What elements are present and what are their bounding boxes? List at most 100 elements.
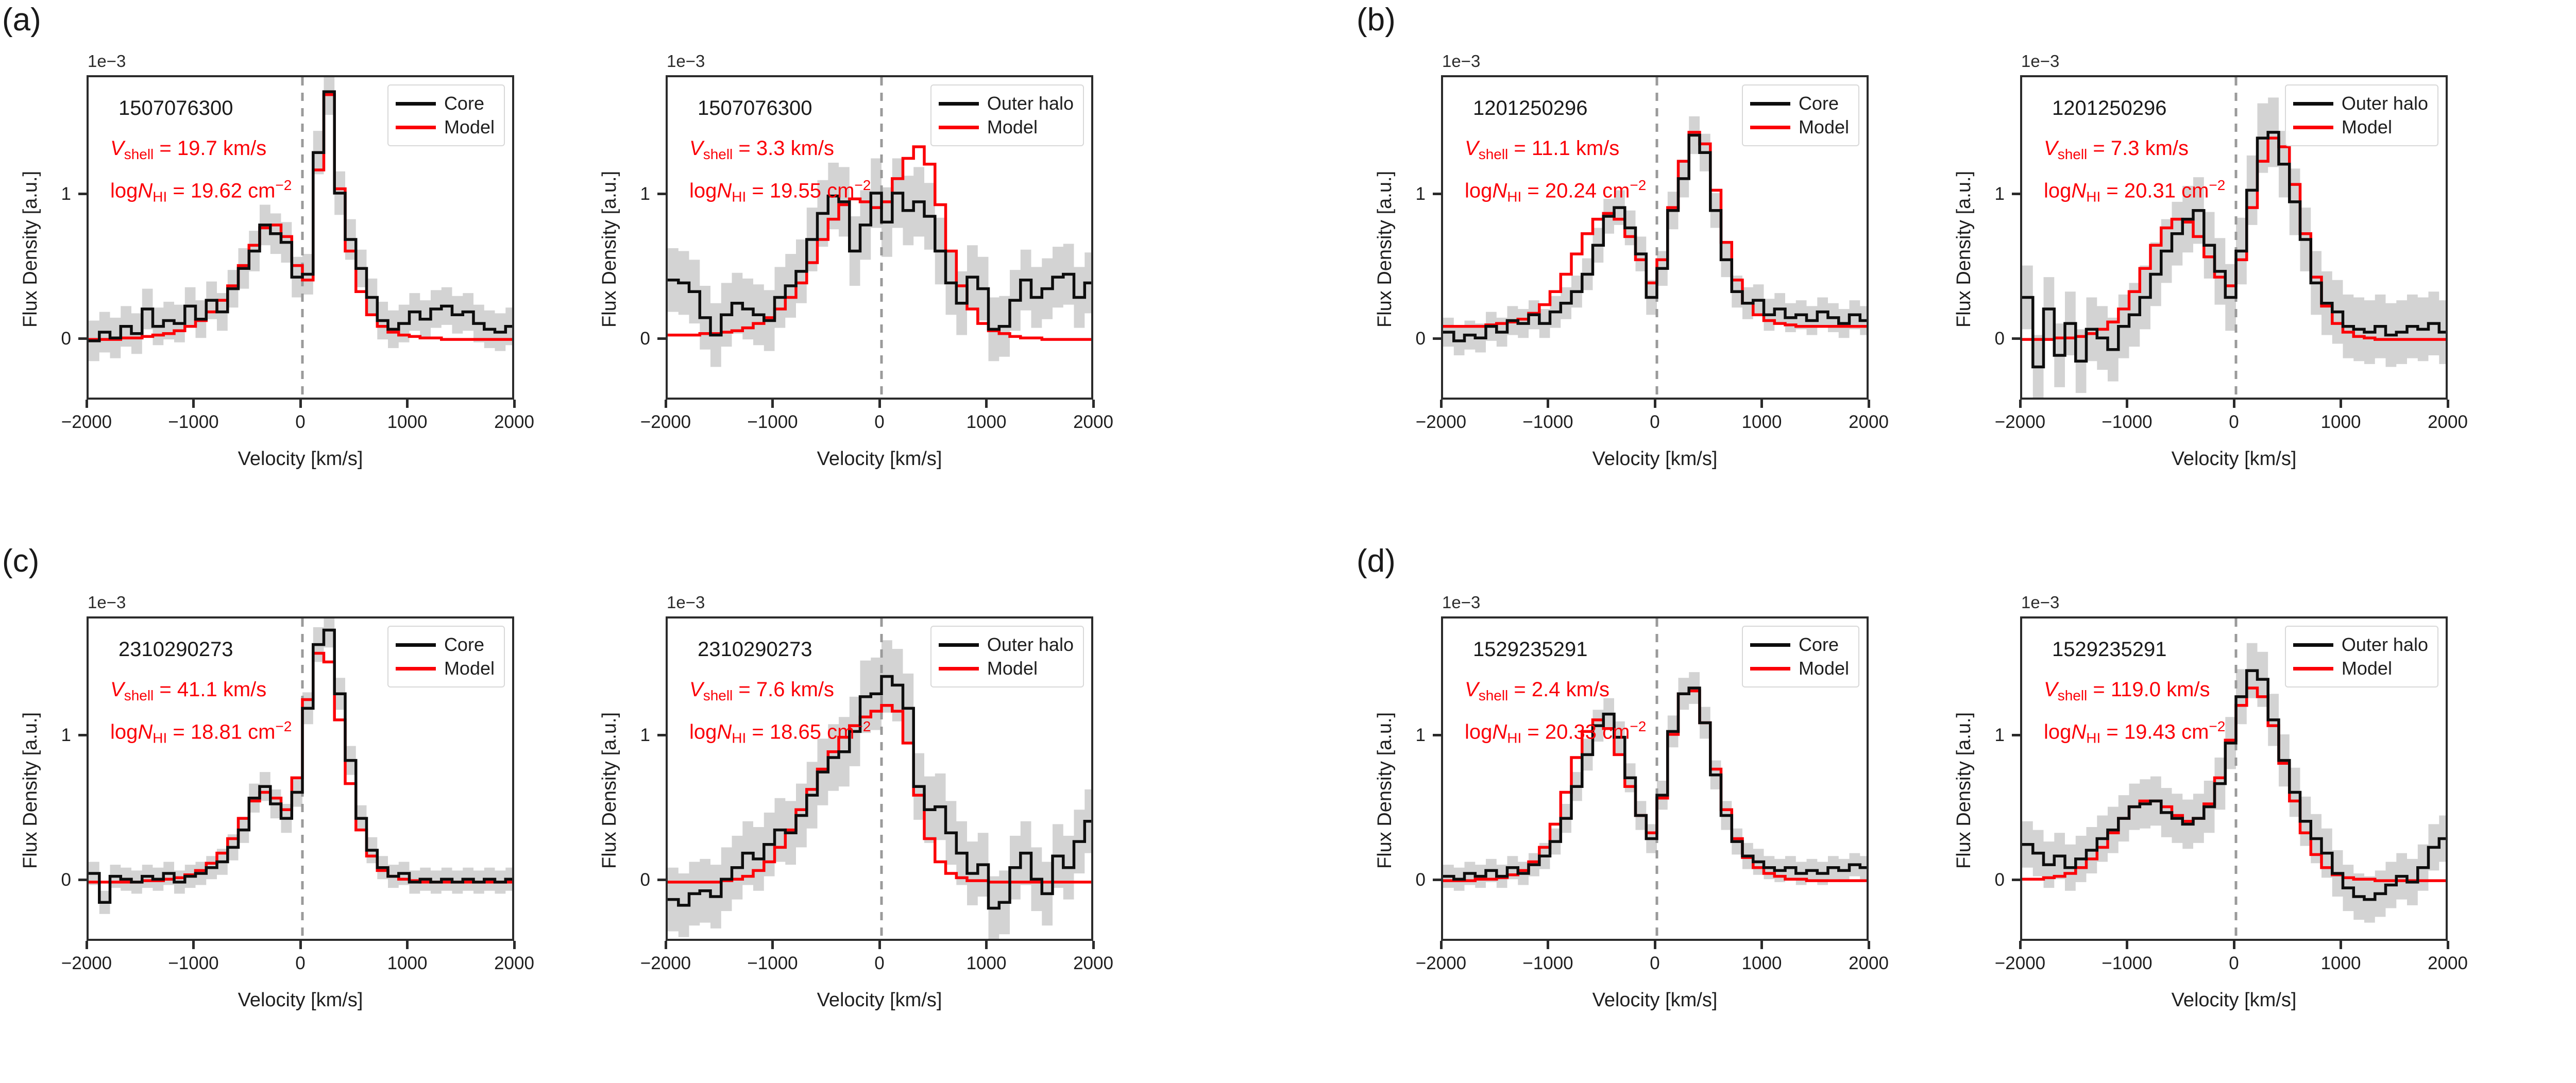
- y-tick-mark: [1433, 337, 1441, 340]
- legend-item-data[interactable]: Outer halo: [938, 633, 1074, 657]
- x-tick-mark: [985, 400, 988, 408]
- y-tick-label: 0: [61, 328, 71, 349]
- x-tick-mark: [985, 941, 988, 949]
- legend-item-model[interactable]: Model: [938, 657, 1074, 680]
- legend-item-model[interactable]: Model: [1750, 115, 1849, 139]
- legend-label: Core: [444, 634, 484, 655]
- annotation-log-nhi: logNHI = 20.33 cm−2: [1465, 718, 1647, 746]
- legend-item-model[interactable]: Model: [395, 115, 495, 139]
- error-band: [2022, 643, 2446, 923]
- x-tick-mark: [406, 941, 409, 949]
- legend-box[interactable]: Outer halo Model: [2284, 626, 2438, 687]
- legend-swatch-data: [1750, 101, 1790, 106]
- y-axis-offset-text: 1e−3: [88, 51, 126, 71]
- legend-box[interactable]: Core Model: [387, 626, 505, 687]
- y-tick-label: 0: [1415, 869, 1426, 890]
- y-tick-mark: [657, 337, 666, 340]
- x-tick-label: 2000: [1073, 953, 1113, 973]
- y-tick-mark: [78, 734, 87, 737]
- y-tick-mark: [78, 879, 87, 882]
- legend-label: Model: [2341, 116, 2392, 137]
- y-tick-label: 0: [1415, 328, 1426, 349]
- annotation-log-nhi: logNHI = 19.55 cm−2: [689, 177, 871, 205]
- annotation-source-id: 1507076300: [698, 97, 812, 119]
- y-tick-mark: [657, 734, 666, 737]
- y-axis-offset-text: 1e−3: [88, 593, 126, 612]
- legend-item-model[interactable]: Model: [395, 657, 495, 680]
- annotation-log-nhi: logNHI = 18.81 cm−2: [110, 718, 292, 746]
- x-tick-mark: [1547, 941, 1549, 949]
- annotation-source-id: 2310290273: [118, 638, 233, 661]
- legend-label: Outer halo: [2341, 634, 2428, 655]
- y-tick-label: 1: [1415, 725, 1426, 745]
- y-tick-label: 1: [1994, 725, 2005, 745]
- legend-box[interactable]: Core Model: [1741, 626, 1859, 687]
- legend-box[interactable]: Outer halo Model: [930, 84, 1084, 146]
- legend-label: Model: [1798, 658, 1849, 679]
- legend-item-data[interactable]: Core: [395, 92, 495, 115]
- panel-tag-b: (b): [1357, 2, 1396, 38]
- legend-label: Outer halo: [987, 93, 1074, 114]
- observed-spectrum-line: [668, 192, 1091, 337]
- x-axis-label: Velocity [km/s]: [238, 989, 363, 1011]
- legend-item-model[interactable]: Model: [2293, 115, 2428, 139]
- legend-item-model[interactable]: Model: [2293, 657, 2428, 680]
- spectrum-plot: [89, 618, 512, 939]
- legend-label: Model: [987, 116, 1038, 137]
- legend-box[interactable]: Outer halo Model: [2284, 84, 2438, 146]
- legend-item-data[interactable]: Outer halo: [938, 92, 1074, 115]
- annotation-log-nhi: logNHI = 20.31 cm−2: [2044, 177, 2226, 205]
- x-tick-mark: [1439, 941, 1443, 949]
- plot-area: 1507076300 Vshell = 19.7 km/s logNHI = 19.…: [87, 75, 514, 400]
- legend-swatch-data: [2293, 643, 2333, 647]
- x-tick-label: 2000: [2428, 953, 2468, 973]
- legend-item-data[interactable]: Outer halo: [2293, 633, 2428, 657]
- legend-label: Model: [987, 658, 1038, 679]
- x-axis-label: Velocity [km/s]: [2171, 448, 2297, 470]
- x-tick-label: 0: [295, 412, 306, 432]
- spectrum-plot: [2022, 618, 2446, 939]
- x-tick-mark: [878, 941, 881, 949]
- plot-area: 1507076300 Vshell = 3.3 km/s logNHI = 19.5…: [666, 75, 1093, 400]
- legend-item-data[interactable]: Core: [395, 633, 495, 657]
- annotation-v-shell: Vshell = 7.6 km/s: [689, 678, 835, 703]
- observed-spectrum-line: [1443, 133, 1867, 342]
- legend-swatch-data: [938, 643, 979, 647]
- subplot-d-core: 1e−3 Flux Density [a.u.] Velocity [km/s] 15…: [1374, 594, 1889, 1010]
- x-tick-label: −1000: [168, 953, 219, 973]
- legend-item-model[interactable]: Model: [1750, 657, 1849, 680]
- x-tick-label: 1000: [2320, 953, 2361, 973]
- annotation-v-shell: Vshell = 11.1 km/s: [1465, 137, 1620, 162]
- x-tick-mark: [513, 941, 516, 949]
- legend-box[interactable]: Core Model: [387, 84, 505, 146]
- x-axis-label: Velocity [km/s]: [1592, 448, 1718, 470]
- plot-area: 2310290273 Vshell = 41.1 km/s logNHI = 18.…: [87, 616, 514, 941]
- panel-group-d: (d): [1354, 541, 2576, 1082]
- y-tick-mark: [78, 337, 87, 340]
- annotation-v-shell: Vshell = 2.4 km/s: [1465, 678, 1610, 703]
- legend-swatch-model: [1750, 125, 1790, 129]
- legend-item-data[interactable]: Core: [1750, 92, 1849, 115]
- legend-item-data[interactable]: Outer halo: [2293, 92, 2428, 115]
- x-tick-mark: [1867, 400, 1870, 408]
- x-tick-label: 1000: [1741, 412, 1782, 432]
- legend-box[interactable]: Core Model: [1741, 84, 1859, 146]
- legend-item-model[interactable]: Model: [938, 115, 1074, 139]
- annotation-source-id: 2310290273: [698, 638, 812, 661]
- x-tick-mark: [2340, 400, 2342, 408]
- legend-item-data[interactable]: Core: [1750, 633, 1849, 657]
- x-tick-label: −2000: [1415, 953, 1467, 973]
- annotation-v-shell: Vshell = 7.3 km/s: [2044, 137, 2189, 162]
- legend-label: Model: [444, 658, 495, 679]
- panel-tag-c: (c): [2, 543, 40, 579]
- y-tick-mark: [2012, 879, 2020, 882]
- y-axis-offset-text: 1e−3: [1442, 51, 1481, 71]
- x-tick-label: 1000: [966, 953, 1007, 973]
- x-tick-mark: [1760, 400, 1763, 408]
- legend-box[interactable]: Outer halo Model: [930, 626, 1084, 687]
- y-tick-label: 1: [640, 183, 650, 204]
- plot-area: 1529235291 Vshell = 2.4 km/s logNHI = 20.3…: [1441, 616, 1869, 941]
- x-tick-mark: [2446, 400, 2449, 408]
- annotation-v-shell: Vshell = 19.7 km/s: [110, 137, 267, 162]
